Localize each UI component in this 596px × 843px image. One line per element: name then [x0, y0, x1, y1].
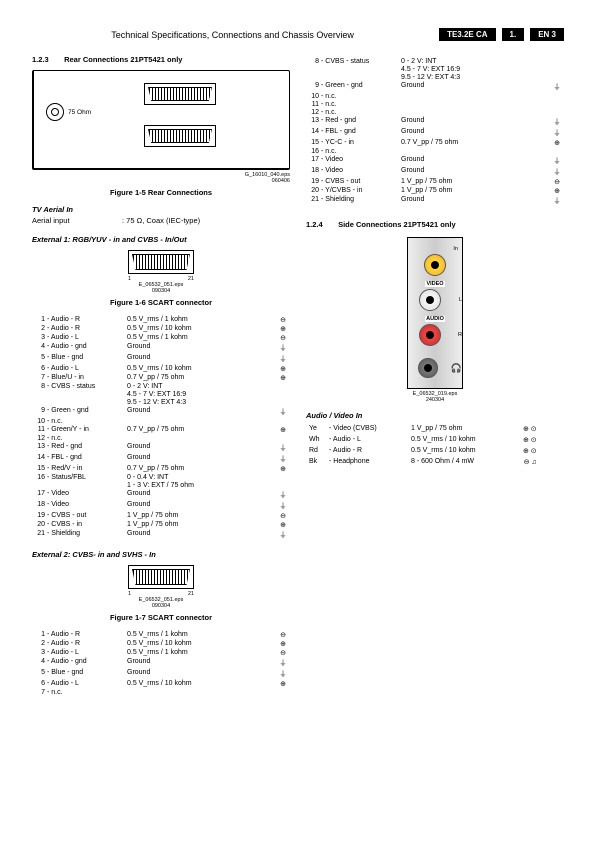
pin-row: 1 - 3 V: EXT / 75 ohm [32, 481, 290, 489]
pin-row: 12- n.c. [32, 434, 290, 442]
external1-heading: External 1: RGB/YUV - in and CVBS - In/O… [32, 235, 290, 244]
badge-page: EN 3 [530, 28, 564, 41]
scart-ref: E_06532_051.eps 090304 [32, 282, 290, 294]
section-1-2-3: 1.2.3 Rear Connections 21PT5421 only [32, 55, 290, 64]
headphone-jack-icon [418, 358, 438, 378]
pin-row: 10- n.c. [32, 417, 290, 425]
scart-connector-diagram-2: 121 [32, 565, 290, 597]
pin-row: 16- n.c. [306, 147, 564, 155]
side-ref: E_06532_019.eps 240304 [306, 391, 564, 403]
coax-center-icon [51, 108, 59, 116]
pin-row: 13- Red - gndGround⏚ [32, 442, 290, 453]
pin-row: 20- Y/CVBS - in1 V_pp / 75 ohm⊕ [306, 186, 564, 195]
pin-row: 21- ShieldingGround⏚ [306, 195, 564, 206]
pin-row: 1- Audio - R0.5 V_rms / 1 kohm⊖ [32, 315, 290, 324]
pin-row: 6- Audio - L0.5 V_rms / 10 kohm⊕ [32, 679, 290, 688]
pin-row: 21- ShieldingGround⏚ [32, 529, 290, 540]
av-row: Ye- Video (CVBS)1 V_pp / 75 ohm⊕ ⊙ [308, 424, 538, 433]
ext2-pin-table-b: 8- CVBS - status0 - 2 V: INT4.5 - 7 V: E… [306, 57, 564, 206]
pin-row: 9- Green - gndGround⏚ [306, 81, 564, 92]
badge-model: TE3.2E CA [439, 28, 495, 41]
pin-row: 8- CVBS - status0 - 2 V: INT [32, 382, 290, 390]
side-connections-diagram: In VIDEO L AUDIO R 🎧 [407, 237, 463, 389]
pin-row: 7- n.c. [32, 688, 290, 696]
headphone-icon: 🎧 [451, 363, 462, 374]
pin-row: 7- Blue/U - in0.7 V_pp / 75 ohm⊕ [32, 373, 290, 382]
pin-row: 4- Audio - gndGround⏚ [32, 342, 290, 353]
scart2-icon [144, 125, 216, 147]
header-title: Technical Specifications, Connections an… [32, 30, 433, 40]
pin-row: 19- CVBS - out1 V_pp / 75 ohm⊖ [306, 177, 564, 186]
pin-row: 4.5 - 7 V: EXT 16:9 [306, 65, 564, 73]
rca-audio-r-icon [419, 324, 441, 346]
pin-row: 9- Green - gndGround⏚ [32, 406, 290, 417]
external2-heading: External 2: CVBS- in and SVHS - In [32, 550, 290, 559]
pin-row: 14- FBL - gndGround⏚ [306, 127, 564, 138]
pin-row: 9.5 - 12 V: EXT 4:3 [32, 398, 290, 406]
pin-row: 13- Red - gndGround⏚ [306, 116, 564, 127]
pin-row: 20- CVBS - in1 V_pp / 75 ohm⊕ [32, 520, 290, 529]
scart-connector-diagram: 121 [32, 250, 290, 282]
scart1-icon [144, 83, 216, 105]
pin-row: 4.5 - 7 V: EXT 16:9 [32, 390, 290, 398]
section-1-2-4: 1.2.4 Side Connections 21PT5421 only [306, 220, 564, 229]
av-table: Ye- Video (CVBS)1 V_pp / 75 ohm⊕ ⊙ Wh- Au… [306, 422, 540, 468]
pin-row: 14- FBL - gndGround⏚ [32, 453, 290, 464]
pin-row: 5- Blue - gndGround⏚ [32, 353, 290, 364]
badge-section: 1. [502, 28, 525, 41]
av-row: Rd- Audio - R0.5 V_rms / 10 kohm⊕ ⊙ [308, 446, 538, 455]
figure-1-5-caption: Figure 1-5 Rear Connections [32, 188, 290, 197]
pin-row: 3- Audio - L0.5 V_rms / 1 kohm⊖ [32, 333, 290, 342]
pin-row: 18- VideoGround⏚ [306, 166, 564, 177]
page-header: Technical Specifications, Connections an… [32, 28, 564, 41]
figure-1-6-caption: Figure 1-6 SCART connector [32, 298, 290, 307]
diagram-ref: G_16010_040.eps 060406 [32, 172, 290, 184]
aerial-row: Aerial input : 75 Ω, Coax (IEC-type) [32, 216, 290, 225]
av-row: Bk- Headphone8 - 600 Ohm / 4 mW⊖ ♫ [308, 457, 538, 466]
rca-audio-l-icon [419, 289, 441, 311]
pin-row: 4- Audio - gndGround⏚ [32, 657, 290, 668]
rca-video-icon [424, 254, 446, 276]
pin-row: 2- Audio - R0.5 V_rms / 10 kohm⊕ [32, 324, 290, 333]
figure-1-7-caption: Figure 1-7 SCART connector [32, 613, 290, 622]
pin-row: 10- n.c. [306, 92, 564, 100]
pin-row: 15- Red/V - in0.7 V_pp / 75 ohm⊕ [32, 464, 290, 473]
left-column: 1.2.3 Rear Connections 21PT5421 only 75 … [32, 55, 290, 696]
coax-label: 75 Ohm [68, 109, 91, 116]
pin-row: 16- Status/FBL0 - 0.4 V: INT [32, 473, 290, 481]
pin-row: 19- CVBS - out1 V_pp / 75 ohm⊖ [32, 511, 290, 520]
tv-aerial-heading: TV Aerial In [32, 205, 290, 214]
pin-row: 11- Green/Y - in0.7 V_pp / 75 ohm⊕ [32, 425, 290, 434]
pin-row: 5- Blue - gndGround⏚ [32, 668, 290, 679]
scart-small-icon [128, 250, 194, 274]
pin-row: 17- VideoGround⏚ [32, 489, 290, 500]
pin-row: 1- Audio - R0.5 V_rms / 1 kohm⊖ [32, 630, 290, 639]
pin-row: 9.5 - 12 V: EXT 4:3 [306, 73, 564, 81]
av-row: Wh- Audio - L0.5 V_rms / 10 kohm⊕ ⊙ [308, 435, 538, 444]
ext2-pin-table-a: 1- Audio - R0.5 V_rms / 1 kohm⊖2- Audio … [32, 630, 290, 696]
scart-ref-2: E_06532_051.eps 090304 [32, 597, 290, 609]
pin-row: 8- CVBS - status0 - 2 V: INT [306, 57, 564, 65]
pin-row: 11- n.c. [306, 100, 564, 108]
av-heading: Audio / Video In [306, 411, 564, 420]
pin-row: 15- YC-C - in0.7 V_pp / 75 ohm⊕ [306, 138, 564, 147]
rear-connections-diagram: 75 Ohm [32, 70, 290, 170]
pin-row: 17- VideoGround⏚ [306, 155, 564, 166]
ext1-pin-table: 1- Audio - R0.5 V_rms / 1 kohm⊖2- Audio … [32, 315, 290, 540]
pin-row: 2- Audio - R0.5 V_rms / 10 kohm⊕ [32, 639, 290, 648]
pin-row: 6- Audio - L0.5 V_rms / 10 kohm⊕ [32, 364, 290, 373]
pin-row: 12- n.c. [306, 108, 564, 116]
right-column: 8- CVBS - status0 - 2 V: INT4.5 - 7 V: E… [306, 55, 564, 696]
pin-row: 18- VideoGround⏚ [32, 500, 290, 511]
pin-row: 3- Audio - L0.5 V_rms / 1 kohm⊖ [32, 648, 290, 657]
scart-small-icon-2 [128, 565, 194, 589]
